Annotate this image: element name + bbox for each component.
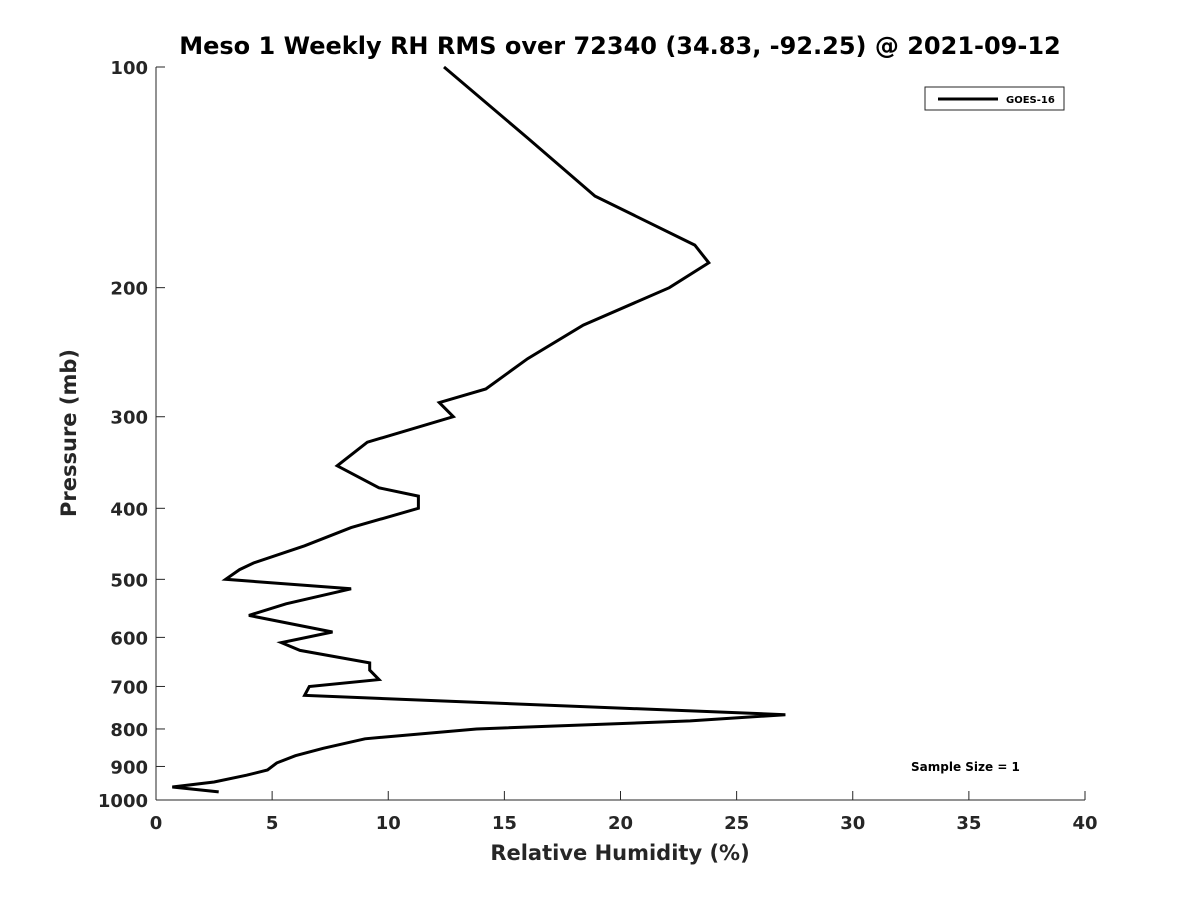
chart-title: Meso 1 Weekly RH RMS over 72340 (34.83, … <box>179 32 1061 60</box>
y-tick-label: 200 <box>110 279 148 300</box>
y-tick-label: 700 <box>110 677 148 698</box>
x-tick-label: 20 <box>608 813 633 834</box>
y-ticks: 100 200 300 400 500 600 700 800 900 1000 <box>98 58 165 812</box>
y-tick-label: 600 <box>110 628 148 649</box>
x-tick-label: 25 <box>724 813 749 834</box>
x-tick-label: 40 <box>1072 813 1097 834</box>
x-tick-label: 15 <box>492 813 517 834</box>
y-tick-label: 800 <box>110 720 148 741</box>
series-line-goes16 <box>172 65 786 794</box>
sample-size-annotation: Sample Size = 1 <box>911 760 1020 774</box>
axes <box>155 67 1085 801</box>
x-axis-label: Relative Humidity (%) <box>490 841 749 865</box>
y-tick-label: 400 <box>110 499 148 520</box>
x-tick-label: 35 <box>956 813 981 834</box>
x-tick-label: 10 <box>376 813 401 834</box>
y-tick-label: 1000 <box>98 791 148 812</box>
y-tick-label: 500 <box>110 570 148 591</box>
y-tick-label: 300 <box>110 408 148 429</box>
y-tick-label: 900 <box>110 757 148 778</box>
x-ticks: 0 5 10 15 20 25 30 35 40 <box>150 791 1098 834</box>
y-tick-label: 100 <box>110 58 148 79</box>
legend-label: GOES-16 <box>1006 95 1055 106</box>
x-tick-label: 5 <box>266 813 279 834</box>
x-tick-label: 30 <box>840 813 865 834</box>
x-tick-label: 0 <box>150 813 163 834</box>
y-axis-label: Pressure (mb) <box>57 349 81 517</box>
legend: GOES-16 <box>924 86 1065 111</box>
